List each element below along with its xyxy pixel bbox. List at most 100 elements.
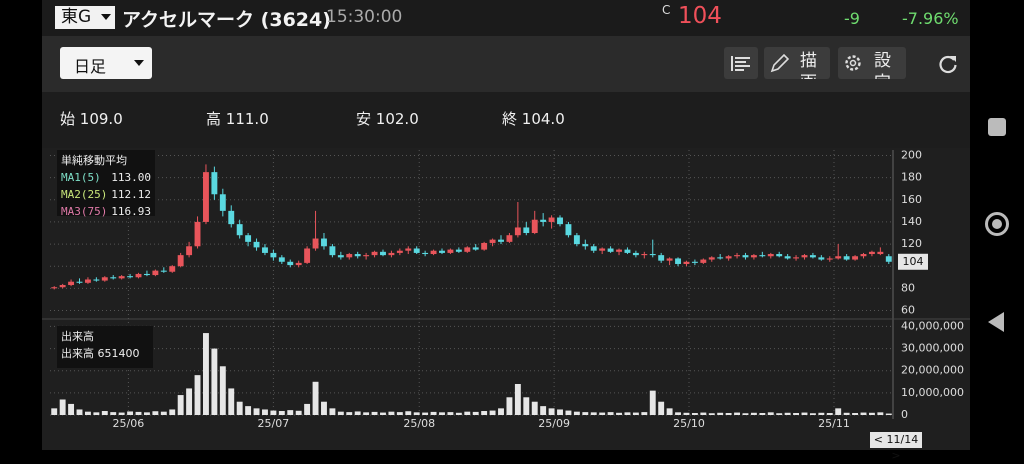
volume-bar (514, 384, 521, 415)
ohlc-high: 高 111.0 (206, 108, 269, 129)
volume-legend-value: 651400 (97, 347, 140, 360)
ma-row: MA1(5) 113.00 (61, 169, 151, 186)
volume-bar (447, 412, 454, 415)
period-label: 日足 (74, 57, 107, 76)
candle-body (135, 273, 142, 278)
change-pct: -7.96% (902, 9, 959, 28)
time: 15:30:00 (326, 7, 403, 27)
candle-body (573, 235, 580, 245)
volume-bar (683, 412, 690, 415)
volume-bar (472, 411, 479, 415)
volume-bar (363, 412, 370, 415)
volume-bar (649, 390, 656, 415)
candle-body (759, 255, 766, 257)
candle-body (464, 247, 471, 252)
volume-bar (666, 408, 673, 415)
candle-body (868, 251, 875, 255)
volume-bar (59, 399, 66, 415)
candle-body (118, 276, 125, 279)
volume-bar (498, 408, 504, 415)
ohlc-low: 安 102.0 (356, 108, 419, 129)
candle-body (548, 217, 555, 222)
indicator-icon (731, 56, 750, 71)
candle-body (51, 287, 58, 289)
candle-body (750, 255, 757, 258)
candle-body (405, 248, 412, 251)
volume-bar (211, 348, 218, 415)
volume-legend-title: 出来高 (61, 330, 94, 343)
y-tick-label: 80 (901, 281, 915, 294)
price: 104 (678, 3, 722, 29)
pencil-icon (770, 53, 790, 73)
candle-body (835, 256, 842, 259)
refresh-button[interactable] (936, 52, 960, 76)
candle-body (809, 255, 816, 258)
ohlc-open: 始 109.0 (60, 108, 123, 129)
candle-body (599, 248, 606, 251)
settings-button[interactable]: 設定 (838, 47, 906, 79)
volume-bar (750, 412, 757, 415)
candle-body (852, 256, 859, 260)
ma-row: MA3(75) 116.93 (61, 203, 151, 220)
market-select[interactable]: 東G (55, 6, 115, 29)
x-tick-label: 25/07 (258, 417, 290, 430)
period-select[interactable]: 日足 (60, 47, 152, 79)
volume-bar (573, 411, 580, 415)
candle-body (658, 255, 665, 261)
ma-value: 116.93 (111, 205, 151, 218)
volume-bar (641, 412, 648, 415)
candle-body (270, 252, 277, 258)
candle-body (101, 277, 108, 281)
volume-bar (127, 411, 134, 415)
draw-button[interactable]: 描画 (764, 47, 830, 79)
volume-bar (270, 410, 277, 415)
volume-bar (734, 412, 740, 415)
cursor-date-label: 11/14 (886, 433, 919, 446)
stock-name: アクセルマーク (3624) (122, 9, 331, 31)
volume-bar (354, 411, 361, 415)
candle-body (413, 248, 420, 253)
volume-bar (76, 409, 83, 415)
volume-bar (337, 411, 344, 415)
volume-bar (818, 412, 825, 415)
candle-body (531, 219, 538, 233)
volume-bar (868, 412, 875, 415)
volume-bar (245, 406, 252, 415)
volume-bar (717, 412, 724, 415)
candle-body (455, 249, 462, 252)
ohlc-label: 始 (60, 110, 76, 128)
page: Stock chart {"header": {"market": "東G", … (42, 0, 1009, 462)
candle-body (287, 261, 294, 266)
volume-bar (607, 412, 614, 415)
volume-legend: 出来高 出来高 651400 (57, 326, 153, 368)
volume-bar (464, 411, 471, 415)
volume-bar (548, 408, 555, 415)
candle-body (801, 255, 808, 258)
volume-bar (253, 408, 260, 415)
ma-rows: MA1(5) 113.00 MA2(25) 112.12 MA3(75) 116.93 (61, 169, 151, 220)
volume-bar (228, 388, 235, 415)
indicator-button[interactable] (724, 47, 758, 79)
candle-body (447, 249, 454, 253)
cursor-date[interactable]: < 11/14 > (870, 432, 922, 462)
nav-recents[interactable] (988, 118, 1006, 136)
volume-bar (582, 412, 589, 415)
candle-body (59, 285, 66, 288)
candle-body (843, 256, 850, 260)
candle-body (245, 235, 252, 242)
volume-bar (329, 408, 336, 415)
volume-bar (742, 413, 749, 415)
gear-icon (845, 55, 861, 71)
volume-bar (388, 411, 395, 415)
candle-body (93, 279, 100, 281)
candle-body (169, 266, 176, 272)
candle-body (540, 219, 547, 222)
volume-bar (784, 412, 791, 415)
volume-bar (439, 412, 445, 415)
x-tick-label: 25/08 (403, 417, 435, 430)
volume-bar (675, 412, 681, 415)
settings-label: 設定 (874, 51, 891, 79)
nav-home[interactable] (985, 212, 1009, 236)
nav-back[interactable] (986, 310, 1006, 334)
volume-bar (135, 411, 142, 415)
